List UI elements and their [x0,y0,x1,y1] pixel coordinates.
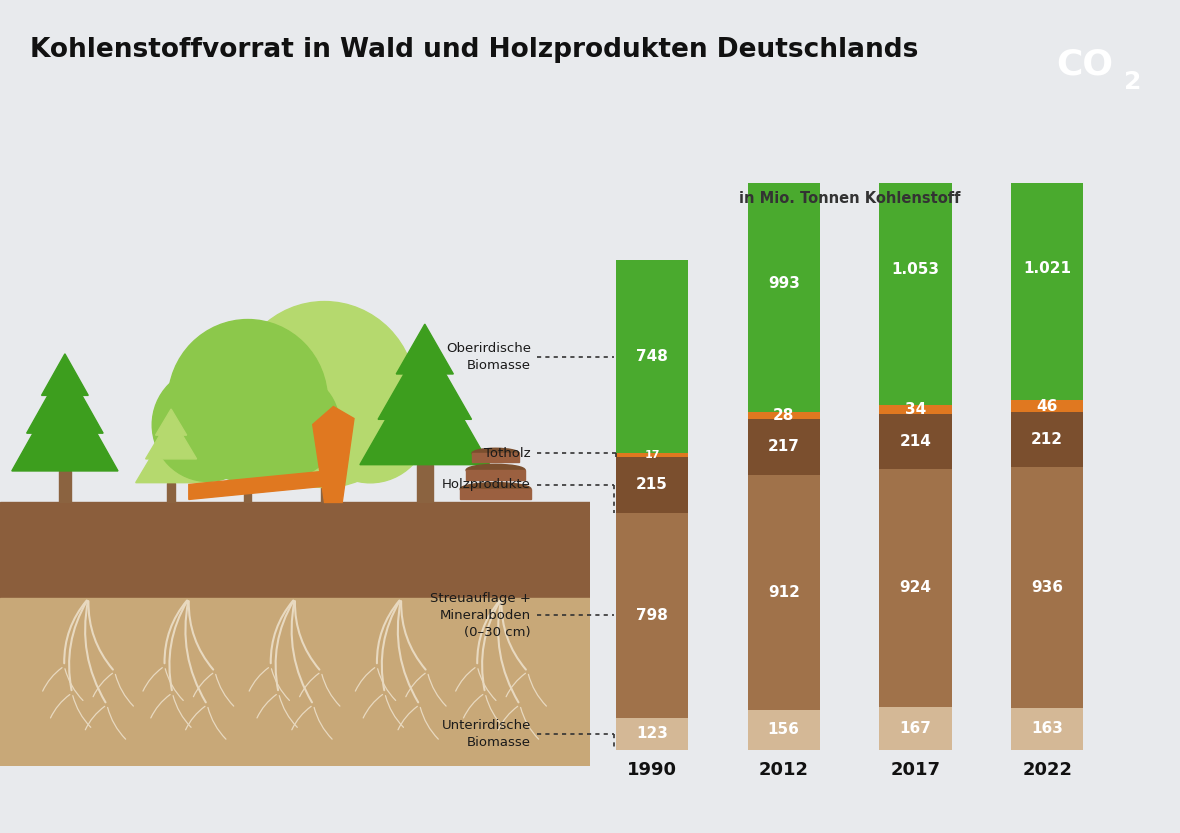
Polygon shape [41,354,88,396]
Text: 215: 215 [636,477,668,492]
Bar [879,134,952,405]
Circle shape [310,362,430,483]
Bar [747,412,820,419]
Polygon shape [12,377,118,471]
Bar [747,156,820,412]
Polygon shape [145,416,197,459]
Bar [879,405,952,414]
Text: CO: CO [1056,48,1113,82]
Text: 1.053: 1.053 [891,262,939,277]
Bar [0,598,590,766]
Polygon shape [156,409,186,435]
Circle shape [269,311,380,422]
Text: 34: 34 [905,402,926,416]
Bar [1011,412,1083,466]
Polygon shape [189,470,342,500]
Ellipse shape [460,482,531,496]
Ellipse shape [466,464,525,476]
Text: 17: 17 [644,450,660,460]
Bar [466,470,525,480]
Bar [1011,708,1083,750]
Text: Totholz: Totholz [484,446,531,460]
Bar [879,414,952,469]
Bar [417,465,433,502]
Bar [472,453,519,461]
Bar [616,457,688,512]
Text: 924: 924 [899,581,931,596]
Bar [616,512,688,718]
Text: 798: 798 [636,608,668,623]
Circle shape [199,327,295,425]
Bar [616,260,688,453]
Bar [460,489,531,500]
Bar [1011,466,1083,708]
Bar [59,471,71,502]
Text: 123: 123 [636,726,668,741]
Bar [0,502,590,598]
Text: 936: 936 [1031,580,1063,595]
Bar [1011,137,1083,401]
Text: 167: 167 [899,721,931,736]
Text: Oberirdische
Biomasse: Oberirdische Biomasse [446,342,531,372]
Circle shape [236,372,340,477]
Bar [747,475,820,710]
Text: 46: 46 [1036,399,1057,414]
Text: 217: 217 [768,439,800,454]
Polygon shape [27,365,103,433]
Bar [166,482,176,502]
Circle shape [152,368,264,481]
Text: Unterirdische
Biomasse: Unterirdische Biomasse [441,719,531,749]
Circle shape [168,320,328,481]
Text: 163: 163 [1031,721,1063,736]
Bar [616,453,688,457]
Text: 214: 214 [899,434,931,449]
Text: 156: 156 [768,722,800,737]
Bar [616,718,688,750]
Polygon shape [360,352,490,465]
Text: Holzprodukte: Holzprodukte [442,478,531,491]
Text: 912: 912 [768,585,800,600]
Polygon shape [136,423,206,482]
Bar [321,478,328,502]
Text: 28: 28 [773,407,794,422]
Text: in Mio. Tonnen Kohlenstoff: in Mio. Tonnen Kohlenstoff [739,192,961,207]
Text: Streuauflage +
Mineralboden
(0–30 cm): Streuauflage + Mineralboden (0–30 cm) [431,591,531,639]
Text: 2: 2 [1125,70,1141,94]
Bar [1011,401,1083,412]
Polygon shape [313,407,354,502]
Ellipse shape [472,448,519,458]
Polygon shape [378,337,472,419]
Circle shape [232,302,415,487]
Text: 993: 993 [768,277,800,292]
Text: Kohlenstoffvorrat in Wald und Holzprodukten Deutschlands: Kohlenstoffvorrat in Wald und Holzproduk… [30,37,918,63]
Bar [747,710,820,750]
Bar [879,706,952,750]
Polygon shape [396,324,453,374]
Text: 748: 748 [636,349,668,364]
Bar [747,419,820,475]
Circle shape [215,357,342,487]
Bar [879,469,952,706]
Bar [244,472,251,502]
Text: 212: 212 [1031,432,1063,447]
Text: 1.021: 1.021 [1023,262,1071,277]
